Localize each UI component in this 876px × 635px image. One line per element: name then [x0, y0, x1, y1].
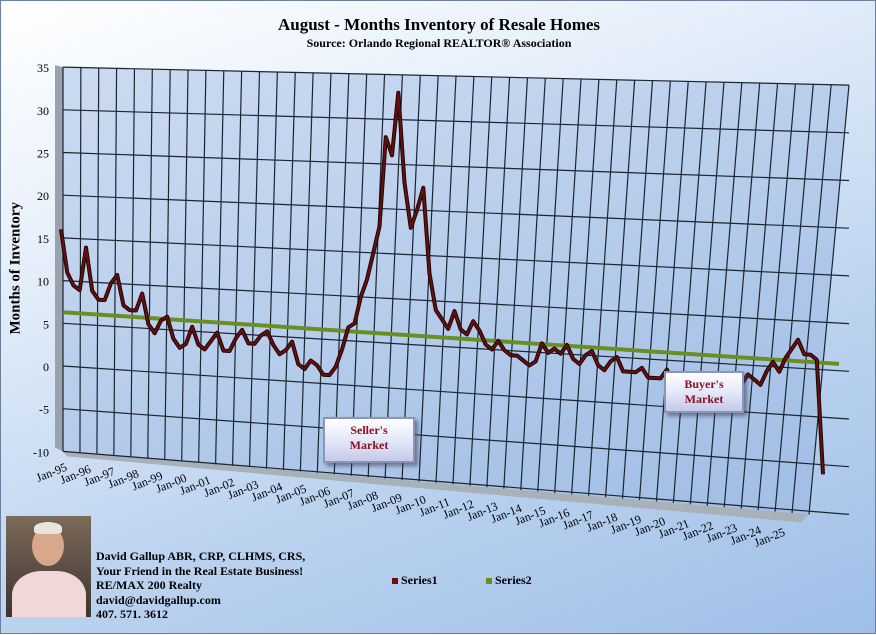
gridline-h: [62, 109, 850, 134]
gridline-v: [706, 82, 743, 506]
gridline-v: [401, 75, 421, 481]
y-tick-label: -5: [39, 403, 49, 417]
gridline-v: [621, 80, 654, 499]
gridline-v: [164, 69, 171, 460]
gridline-v: [757, 83, 797, 511]
agent-email[interactable]: david@davidgallup.com: [96, 592, 221, 607]
y-tick-label: 20: [37, 189, 49, 203]
agent-brokerage: RE/MAX 200 Realty: [96, 578, 202, 592]
y-tick-label: 30: [37, 104, 49, 118]
gridline-v: [554, 78, 582, 493]
gridline-v: [537, 78, 564, 492]
gridline-v: [333, 73, 350, 475]
gridline-v: [282, 72, 296, 471]
agent-phone: 407. 571. 3612: [96, 607, 168, 621]
gridline-v: [299, 72, 314, 472]
buyers-market-label: Buyer's Market: [664, 371, 744, 413]
gridline-v: [723, 83, 761, 508]
buyers-line1: Buyer's: [684, 377, 724, 391]
gridline-v: [486, 77, 511, 488]
floor: [63, 451, 809, 523]
y-tick-label: 0: [43, 360, 49, 374]
gridline-v: [452, 76, 475, 485]
gridline-h: [62, 450, 850, 515]
gridline-v: [96, 67, 100, 455]
series2-trend-line: [62, 310, 840, 366]
gridline-h: [62, 408, 850, 468]
gridline-v: [587, 79, 618, 496]
y-tick-label: 5: [43, 317, 49, 331]
gridline-v: [774, 84, 814, 512]
agent-photo: [6, 516, 91, 617]
gridline-v: [130, 68, 136, 458]
gridline-v: [147, 69, 153, 459]
gridline-v: [520, 78, 546, 491]
chart-subtitle: Source: Orlando Regional REALTOR® Associ…: [306, 36, 572, 50]
y-tick-label: 10: [37, 275, 49, 289]
gridline-v: [740, 83, 779, 509]
gridline-v: [248, 71, 261, 468]
y-tick-label: 25: [37, 147, 49, 161]
gridline-v: [808, 85, 850, 515]
legend-swatch-series2: [486, 578, 492, 585]
y-tick-label: 15: [37, 232, 49, 246]
gridline-v: [113, 68, 118, 456]
gridline-v: [231, 71, 243, 466]
gridline-v: [214, 70, 225, 465]
chart-title: August - Months Inventory of Resale Home…: [277, 15, 601, 34]
gridline-v: [79, 67, 82, 453]
gridline-v: [367, 74, 386, 478]
gridline-v: [316, 73, 332, 473]
side-wall: [55, 65, 63, 452]
sellers-market-label: Seller's Market: [323, 417, 415, 463]
y-tick-label: 35: [37, 61, 49, 75]
gridline-v: [604, 80, 636, 498]
gridline-v: [503, 77, 529, 489]
agent-name: David Gallup ABR, CRP, CLHMS, CRS,: [96, 549, 306, 563]
buyers-line2: Market: [684, 392, 724, 406]
gridline-h: [62, 280, 850, 325]
sellers-line1: Seller's: [350, 423, 388, 437]
gridline-v: [672, 81, 707, 503]
gridline-v: [655, 81, 689, 502]
legend-label-series1: Series1: [401, 573, 438, 587]
gridline-h: [62, 237, 850, 277]
gridline-v: [469, 76, 493, 486]
contact-info: David Gallup ABR, CRP, CLHMS, CRS, Your …: [96, 549, 305, 622]
sellers-line2: Market: [349, 438, 389, 452]
gridline-v: [265, 71, 278, 469]
legend-label-series2: Series2: [495, 573, 532, 587]
agent-tagline: Your Friend in the Real Estate Business!: [96, 563, 304, 578]
gridline-v: [689, 82, 725, 505]
gridline-v: [198, 70, 207, 463]
legend-series2: Series2: [486, 573, 532, 588]
y-tick-label: -10: [33, 445, 49, 459]
gridline-h: [62, 151, 850, 182]
gridline-v: [791, 84, 832, 514]
gridline-v: [435, 76, 457, 483]
legend-series1: Series1: [392, 573, 438, 588]
gridline-h: [62, 194, 850, 229]
gridline-v: [350, 74, 368, 476]
gridline-v: [181, 69, 189, 462]
legend-swatch-series1: [392, 578, 398, 585]
gridline-v: [638, 80, 671, 501]
gridline-v: [384, 74, 404, 479]
plot-wall: [63, 67, 849, 515]
gridline-v: [571, 79, 600, 495]
